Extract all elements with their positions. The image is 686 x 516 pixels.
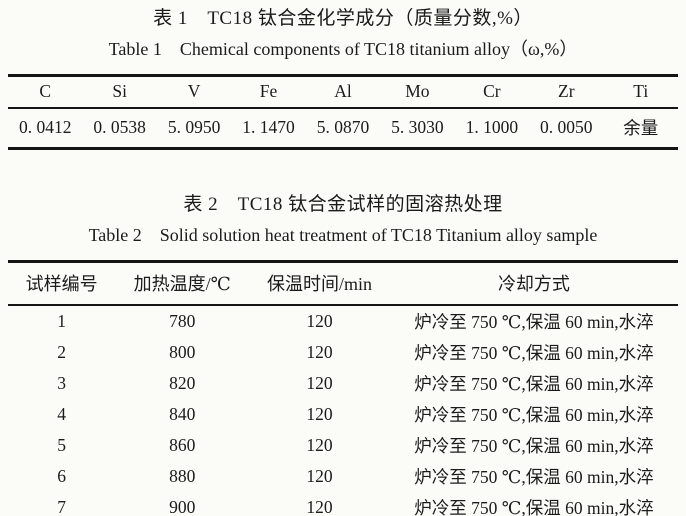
holding-time-cell: 120 — [306, 497, 333, 516]
table2-row: 5 860 120 炉冷至 750 ℃,保温 60 min,水淬 — [8, 430, 678, 461]
heating-temp-cell: 780 — [169, 311, 196, 331]
heating-temp-cell: 860 — [169, 435, 196, 455]
table1-header-cell: Zr — [529, 75, 604, 109]
table2-header-row: 试样编号 加热温度/℃ 保温时间/min 冷却方式 — [8, 261, 678, 306]
table2-header-cell: 保温时间/min — [249, 261, 390, 306]
table1-header-cell: Fe — [231, 75, 306, 109]
heating-temp-cell: 900 — [169, 497, 196, 516]
table1-value-cell: 1. 1470 — [242, 117, 295, 137]
table1-caption-zh: 表 1 TC18 钛合金化学成分（质量分数,%） — [153, 8, 533, 29]
table1-container: C Si V Fe Al Mo Cr Zr Ti 0. 0412 0. 0538 — [8, 74, 678, 150]
table1-value-cell: 1. 1000 — [465, 117, 519, 137]
table1-section: 表 1 TC18 钛合金化学成分（质量分数,%） Table 1 Chemica… — [8, 6, 678, 150]
cooling-method-cell: 炉冷至 750 ℃,保温 60 min,水淬 — [414, 467, 654, 487]
holding-time-cell: 120 — [306, 342, 333, 362]
table1-header-cell: Al — [305, 75, 381, 109]
table2-header-cell: 冷却方式 — [389, 261, 678, 306]
cooling-method-cell: 炉冷至 750 ℃,保温 60 min,水淬 — [414, 405, 654, 425]
sample-no-cell: 4 — [57, 404, 66, 424]
table1-value-cell: 0. 0050 — [540, 117, 593, 137]
table1-value-cell: 余量 — [623, 118, 659, 138]
holding-time-cell: 120 — [306, 373, 333, 393]
table2-row: 4 840 120 炉冷至 750 ℃,保温 60 min,水淬 — [8, 399, 678, 430]
holding-time-cell: 120 — [306, 311, 333, 331]
sample-no-cell: 2 — [57, 342, 66, 362]
chemical-components-table: C Si V Fe Al Mo Cr Zr Ti 0. 0412 0. 0538 — [8, 74, 678, 150]
cooling-method-cell: 炉冷至 750 ℃,保温 60 min,水淬 — [414, 498, 654, 516]
table1-value-cell: 0. 0538 — [93, 117, 146, 137]
sample-no-cell: 5 — [57, 435, 66, 455]
cooling-method-cell: 炉冷至 750 ℃,保温 60 min,水淬 — [414, 343, 654, 363]
table1-header-row: C Si V Fe Al Mo Cr Zr Ti — [8, 75, 678, 109]
table2-caption-en: Table 2 Solid solution heat treatment of… — [88, 225, 598, 245]
table1-value-cell: 5. 0870 — [316, 117, 370, 137]
table2-row: 3 820 120 炉冷至 750 ℃,保温 60 min,水淬 — [8, 368, 678, 399]
sample-no-cell: 3 — [57, 373, 66, 393]
table1-header-cell: Cr — [454, 75, 530, 109]
holding-time-cell: 120 — [306, 404, 333, 424]
table1-value-cell: 5. 0950 — [167, 117, 221, 137]
heat-treatment-table: 试样编号 加热温度/℃ 保温时间/min 冷却方式 1 780 120 炉冷至 … — [8, 260, 678, 516]
table1-header-cell: Si — [82, 75, 157, 109]
heating-temp-cell: 820 — [169, 373, 196, 393]
cooling-method-cell: 炉冷至 750 ℃,保温 60 min,水淬 — [414, 312, 654, 332]
table2-section: 表 2 TC18 钛合金试样的固溶热处理 Table 2 Solid solut… — [8, 192, 678, 516]
heating-temp-cell: 880 — [169, 466, 196, 486]
table1-value-cell: 0. 0412 — [18, 117, 72, 137]
table1-header-cell: Ti — [603, 75, 678, 109]
table1-caption-en: Table 1 Chemical components of TC18 tita… — [108, 39, 578, 59]
sample-no-cell: 1 — [57, 311, 66, 331]
heating-temp-cell: 800 — [169, 342, 196, 362]
table2-header-cell: 加热温度/℃ — [115, 261, 250, 306]
table2-row: 2 800 120 炉冷至 750 ℃,保温 60 min,水淬 — [8, 337, 678, 368]
table2-container: 试样编号 加热温度/℃ 保温时间/min 冷却方式 1 780 120 炉冷至 … — [8, 260, 678, 516]
table2-caption-zh: 表 2 TC18 钛合金试样的固溶热处理 — [183, 194, 503, 215]
table2-header-cell: 试样编号 — [8, 261, 116, 306]
sample-no-cell: 6 — [57, 466, 66, 486]
table2-row: 6 880 120 炉冷至 750 ℃,保温 60 min,水淬 — [8, 461, 678, 492]
table1-value-cell: 5. 3030 — [391, 117, 444, 137]
table1-header-cell: Mo — [380, 75, 455, 109]
heating-temp-cell: 840 — [169, 404, 196, 424]
holding-time-cell: 120 — [306, 435, 333, 455]
cooling-method-cell: 炉冷至 750 ℃,保温 60 min,水淬 — [414, 374, 654, 394]
holding-time-cell: 120 — [306, 466, 333, 486]
cooling-method-cell: 炉冷至 750 ℃,保温 60 min,水淬 — [414, 436, 654, 456]
table1-header-cell: C — [8, 75, 83, 109]
table1-header-cell: V — [156, 75, 232, 109]
sample-no-cell: 7 — [57, 497, 66, 516]
table1-value-row: 0. 0412 0. 0538 5. 0950 1. 1470 5. 0870 … — [8, 108, 678, 149]
table2-row: 7 900 120 炉冷至 750 ℃,保温 60 min,水淬 — [8, 492, 678, 516]
table2-row: 1 780 120 炉冷至 750 ℃,保温 60 min,水淬 — [8, 305, 678, 337]
